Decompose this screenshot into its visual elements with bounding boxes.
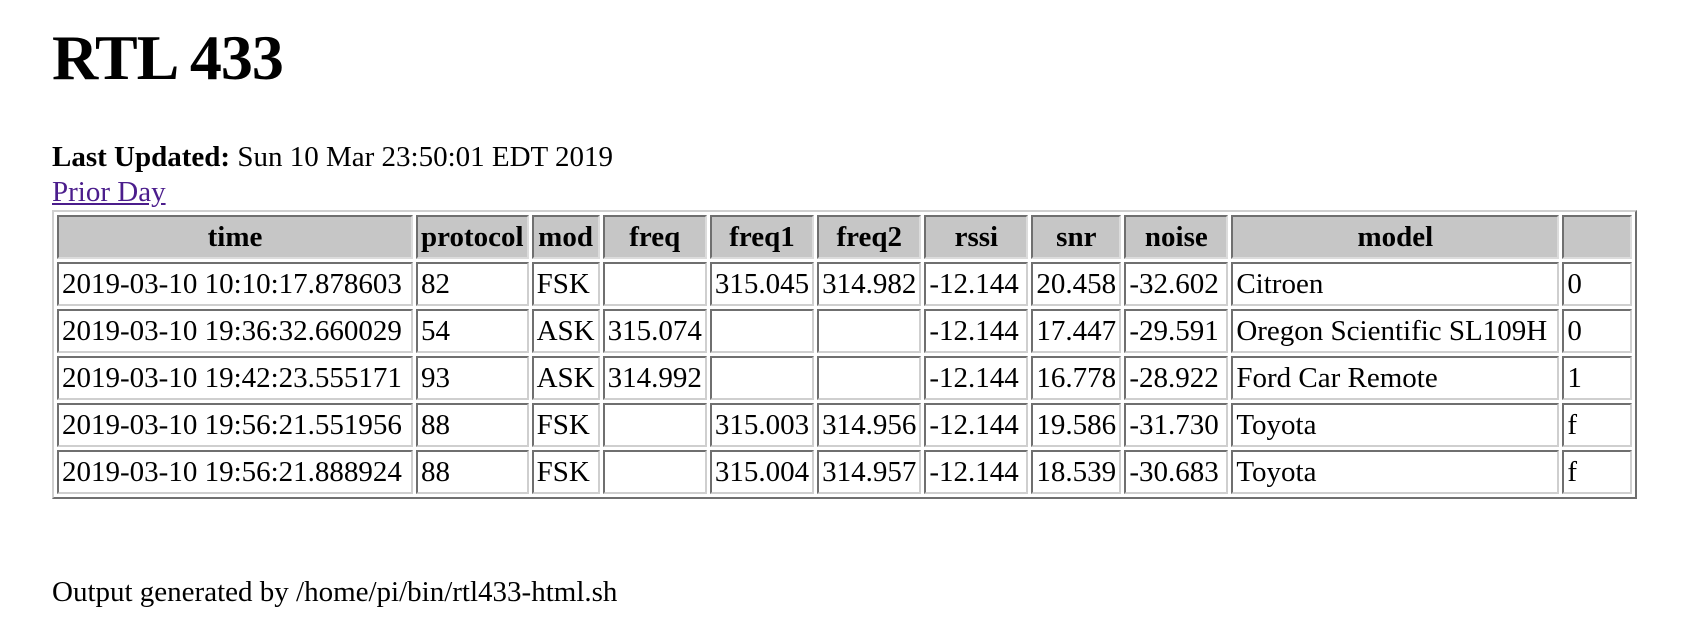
cell-freq: 314.992 (602, 356, 707, 400)
cell-truncated: f (1562, 450, 1633, 494)
cell-model: Citroen (1231, 262, 1560, 306)
cell-protocol: 54 (416, 309, 529, 353)
cell-truncated: 1 (1562, 356, 1633, 400)
cell-noise: -31.730 (1124, 403, 1229, 447)
cell-freq1 (709, 309, 815, 353)
cell-protocol: 88 (416, 403, 529, 447)
column-header-freq1: freq1 (709, 215, 815, 259)
cell-snr: 18.539 (1031, 450, 1122, 494)
cell-freq (602, 403, 707, 447)
table-row: 2019-03-10 19:56:21.888924 88 FSK 315.00… (57, 450, 1633, 494)
cell-noise: -32.602 (1124, 262, 1229, 306)
cell-noise: -29.591 (1124, 309, 1229, 353)
cell-rssi: -12.144 (924, 309, 1029, 353)
cell-model: Toyota (1231, 450, 1560, 494)
generated-by-footer: Output generated by /home/pi/bin/rtl433-… (52, 576, 618, 608)
cell-model: Ford Car Remote (1231, 356, 1560, 400)
cell-snr: 16.778 (1031, 356, 1122, 400)
cell-mod: FSK (531, 262, 600, 306)
column-header-time: time (57, 215, 413, 259)
prior-day-link[interactable]: Prior Day (52, 176, 166, 208)
column-header-freq2: freq2 (817, 215, 922, 259)
column-header-model: model (1231, 215, 1560, 259)
column-header-noise: noise (1124, 215, 1229, 259)
cell-snr: 17.447 (1031, 309, 1122, 353)
cell-rssi: -12.144 (924, 262, 1029, 306)
cell-freq (602, 450, 707, 494)
last-updated-value: Sun 10 Mar 23:50:01 EDT 2019 (230, 141, 613, 173)
table-viewport: time protocol mod freq freq1 freq2 rssi … (52, 210, 1686, 499)
column-header-mod: mod (531, 215, 600, 259)
last-updated-label: Last Updated: (52, 141, 231, 173)
cell-protocol: 82 (416, 262, 529, 306)
cell-noise: -30.683 (1124, 450, 1229, 494)
cell-freq1: 315.004 (709, 450, 815, 494)
cell-time: 2019-03-10 19:56:21.551956 (57, 403, 413, 447)
cell-rssi: -12.144 (924, 450, 1029, 494)
cell-freq2 (817, 309, 922, 353)
column-header-freq: freq (602, 215, 707, 259)
last-updated: Last Updated: Sun 10 Mar 23:50:01 EDT 20… (52, 140, 1686, 174)
cell-freq2: 314.956 (817, 403, 922, 447)
column-header-rssi: rssi (924, 215, 1029, 259)
column-header-truncated (1562, 215, 1633, 259)
cell-truncated: f (1562, 403, 1633, 447)
cell-truncated: 0 (1562, 309, 1633, 353)
column-header-protocol: protocol (416, 215, 529, 259)
cell-mod: ASK (531, 356, 600, 400)
cell-rssi: -12.144 (924, 403, 1029, 447)
cell-mod: ASK (531, 309, 600, 353)
cell-freq1: 315.045 (709, 262, 815, 306)
cell-model: Toyota (1231, 403, 1560, 447)
cell-snr: 20.458 (1031, 262, 1122, 306)
cell-freq1: 315.003 (709, 403, 815, 447)
cell-freq2: 314.982 (817, 262, 922, 306)
cell-freq2 (817, 356, 922, 400)
cell-time: 2019-03-10 19:56:21.888924 (57, 450, 413, 494)
table-header-row: time protocol mod freq freq1 freq2 rssi … (57, 215, 1633, 259)
cell-freq1 (709, 356, 815, 400)
cell-freq: 315.074 (602, 309, 707, 353)
cell-rssi: -12.144 (924, 356, 1029, 400)
page-title: RTL 433 (52, 22, 284, 93)
cell-time: 2019-03-10 19:36:32.660029 (57, 309, 413, 353)
table-row: 2019-03-10 19:42:23.555171 93 ASK 314.99… (57, 356, 1633, 400)
cell-truncated: 0 (1562, 262, 1633, 306)
cell-freq (602, 262, 707, 306)
table-row: 2019-03-10 19:36:32.660029 54 ASK 315.07… (57, 309, 1633, 353)
signals-table: time protocol mod freq freq1 freq2 rssi … (52, 210, 1638, 499)
cell-noise: -28.922 (1124, 356, 1229, 400)
cell-freq2: 314.957 (817, 450, 922, 494)
cell-time: 2019-03-10 19:42:23.555171 (57, 356, 413, 400)
column-header-snr: snr (1031, 215, 1122, 259)
cell-mod: FSK (531, 450, 600, 494)
cell-snr: 19.586 (1031, 403, 1122, 447)
cell-protocol: 93 (416, 356, 529, 400)
cell-model: Oregon Scientific SL109H (1231, 309, 1560, 353)
cell-protocol: 88 (416, 450, 529, 494)
cell-time: 2019-03-10 10:10:17.878603 (57, 262, 413, 306)
table-row: 2019-03-10 19:56:21.551956 88 FSK 315.00… (57, 403, 1633, 447)
table-row: 2019-03-10 10:10:17.878603 82 FSK 315.04… (57, 262, 1633, 306)
page-content: RTL 433 Last Updated: Sun 10 Mar 23:50:0… (52, 18, 1686, 499)
cell-mod: FSK (531, 403, 600, 447)
table-body: 2019-03-10 10:10:17.878603 82 FSK 315.04… (57, 262, 1633, 494)
